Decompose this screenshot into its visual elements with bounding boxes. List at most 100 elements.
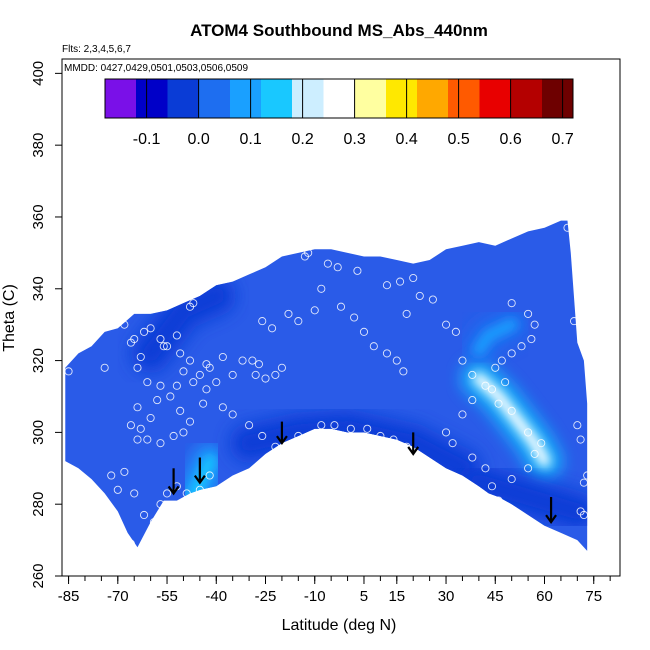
observation-point — [507, 299, 516, 308]
colorbar-tick-label: 0.3 — [343, 131, 365, 148]
colorbar-segment — [105, 79, 111, 118]
observation-point — [517, 342, 526, 351]
y-tick-label: 320 — [30, 348, 47, 373]
observation-point — [182, 489, 191, 498]
colorbar-segment — [396, 79, 402, 118]
colorbar-segment — [521, 79, 527, 118]
observation-point — [185, 417, 195, 426]
arrow-marker — [276, 421, 288, 446]
colorbar-tick-label: 0.7 — [551, 131, 573, 148]
plot-frame — [61, 58, 621, 577]
chart-title: ATOM4 Southbound MS_Abs_440nm — [190, 21, 488, 40]
observation-point — [159, 342, 168, 351]
observation-point — [202, 385, 211, 394]
observation-point — [507, 475, 516, 484]
observation-point — [136, 352, 145, 362]
colorbar-segment — [453, 79, 460, 118]
arrow-head — [545, 514, 557, 525]
observation-point — [583, 471, 592, 480]
observation-point — [359, 327, 369, 336]
observation-point — [346, 424, 355, 433]
x-tick-label: 75 — [585, 588, 602, 605]
observation-point — [481, 464, 490, 473]
colorbar-segment — [495, 79, 501, 118]
observation-markers — [64, 223, 592, 548]
colorbar-segment — [198, 79, 205, 118]
colorbar-segment — [339, 79, 345, 118]
observation-point — [133, 403, 142, 412]
observation-point — [494, 496, 503, 505]
observation-point — [576, 435, 585, 444]
colorbar-frame — [104, 78, 574, 119]
observation-point — [176, 349, 185, 358]
colorbar-segment — [313, 79, 319, 118]
observation-point — [185, 356, 195, 365]
colorbar-segment — [375, 79, 382, 118]
colorbar-segment — [131, 79, 137, 118]
colorbar-segment — [541, 79, 548, 118]
observation-point — [524, 464, 533, 473]
colorbar-tick-label: 0.1 — [239, 131, 261, 148]
observation-point — [143, 378, 152, 387]
colorbar-segment — [401, 79, 408, 118]
colorbar-segment — [406, 79, 413, 118]
colorbar-segment — [531, 79, 538, 118]
observation-point — [458, 410, 467, 419]
dates-annotation: MMDD: 0427,0429,0501,0503,0506,0509 — [64, 63, 248, 74]
observation-point — [524, 309, 533, 318]
observation-point — [64, 367, 73, 376]
colorbar-segment — [474, 79, 480, 118]
colorbar-segment — [183, 79, 189, 118]
colorbar-segment — [157, 79, 163, 118]
observation-point — [428, 295, 437, 304]
y-tick-label: 400 — [30, 61, 47, 86]
colorbar-segment — [505, 79, 512, 118]
observation-point — [389, 435, 398, 444]
observation-point — [468, 453, 477, 462]
observation-point — [392, 356, 401, 365]
observation-point — [238, 356, 247, 365]
arrow-markers — [167, 421, 557, 525]
arrow-head — [167, 485, 180, 496]
observation-point — [140, 327, 149, 336]
observation-point — [409, 273, 418, 283]
observation-point — [530, 320, 539, 329]
colorbar-segment — [281, 79, 288, 118]
observation-point — [126, 421, 135, 430]
observation-point — [146, 324, 155, 333]
observation-point — [195, 485, 204, 494]
observation-point — [501, 378, 510, 387]
colorbar-segment — [359, 79, 366, 118]
data-field — [64, 220, 592, 551]
observation-point — [156, 500, 165, 509]
observation-point — [353, 266, 362, 275]
colorbar-segment — [261, 79, 267, 118]
colorbar-segment — [235, 79, 241, 118]
colorbar-segment — [500, 79, 506, 118]
colorbar-tick-label: 0.0 — [187, 131, 209, 148]
observation-point — [451, 327, 460, 336]
colorbar-segment — [469, 79, 475, 118]
observation-point — [258, 317, 267, 326]
observation-point — [507, 349, 516, 358]
observation-point — [491, 363, 500, 372]
observation-point — [179, 367, 188, 376]
observation-point — [136, 424, 145, 433]
observation-point — [133, 435, 142, 444]
colorbar-segment — [515, 79, 522, 118]
observation-point — [100, 363, 109, 372]
colorbar-segment — [136, 79, 142, 118]
colorbar-segment — [391, 79, 397, 118]
observation-point — [579, 510, 588, 520]
arrow-marker — [167, 468, 180, 496]
colorbar-segment — [354, 79, 361, 118]
observation-point — [172, 381, 181, 390]
arrow-head — [276, 435, 288, 446]
colorbar-segment — [297, 79, 304, 118]
observation-point — [162, 342, 172, 351]
colorbar-segment — [510, 79, 517, 118]
x-axis: -85 -70 -55 -40 -25 -10 5 15 30 45 60 75 — [58, 576, 611, 605]
colorbar-segment — [463, 79, 470, 118]
x-tick-label: 5 — [360, 588, 368, 605]
colorbar-segment — [110, 79, 116, 118]
